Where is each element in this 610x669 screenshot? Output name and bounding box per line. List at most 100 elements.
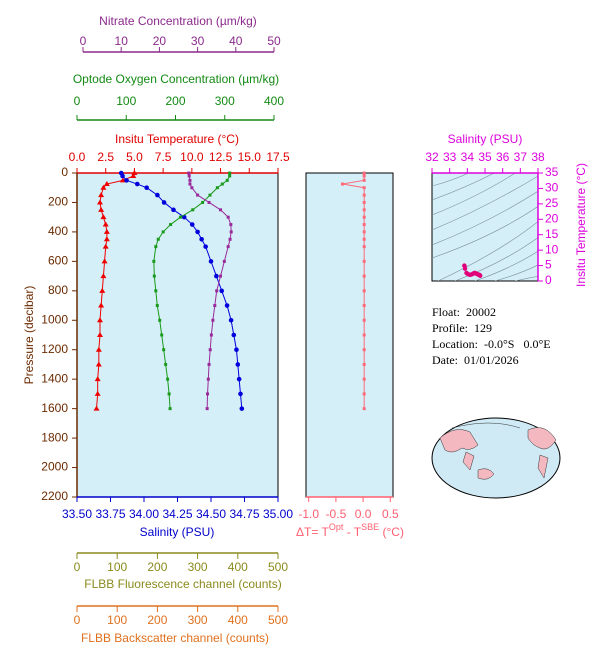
info-line: Float: 20002 [432, 305, 496, 319]
data-point [96, 199, 103, 205]
data-point [178, 215, 182, 219]
data-point [362, 230, 366, 234]
data-point [226, 215, 230, 219]
data-point [101, 258, 108, 264]
data-point [102, 221, 109, 227]
data-point [196, 193, 200, 197]
data-point [98, 206, 105, 212]
tick-label: 400 [228, 560, 248, 574]
data-point [199, 236, 204, 242]
tick-label: 33.75 [95, 507, 125, 521]
data-point [161, 200, 167, 205]
data-point [206, 392, 210, 396]
tick-label: 0 [61, 165, 68, 179]
tick-label: 33.50 [62, 507, 92, 521]
data-point [154, 289, 158, 293]
tick-label: 0 [74, 613, 81, 627]
data-point [362, 289, 366, 293]
data-point [208, 348, 212, 352]
data-point [169, 223, 173, 227]
tick-label: 17.5 [266, 150, 290, 164]
data-point [362, 377, 366, 381]
data-point [188, 182, 192, 186]
tick-label: 100 [107, 613, 127, 627]
tick-label: 100 [116, 94, 136, 108]
data-point [164, 362, 168, 366]
tick-label: 37 [514, 150, 528, 164]
tick-label: 400 [264, 94, 284, 108]
main-frame [76, 172, 279, 498]
tick-label: 200 [165, 94, 185, 108]
data-point [228, 317, 234, 323]
data-point [130, 172, 137, 178]
tick-label: 1200 [41, 342, 68, 356]
data-point [103, 236, 110, 242]
tick-label: 1400 [41, 371, 68, 385]
tick-label: 2000 [41, 460, 68, 474]
data-point [162, 348, 166, 352]
data-point [201, 200, 205, 204]
data-point [362, 171, 366, 175]
tick-label: 34 [461, 150, 475, 164]
tick-label: 10 [545, 242, 559, 256]
data-point [155, 192, 160, 198]
data-point [362, 215, 366, 219]
tick-label: 1000 [41, 312, 68, 326]
title-part: ΔT= T [296, 525, 329, 539]
data-point [103, 181, 110, 187]
data-point [207, 362, 211, 366]
data-point [208, 259, 214, 264]
data-point [209, 333, 213, 337]
data-point [188, 178, 192, 182]
data-point [239, 406, 245, 411]
data-point [235, 362, 241, 367]
tick-label: 35 [478, 150, 492, 164]
data-point [228, 237, 232, 241]
data-point [203, 244, 208, 249]
tick-label: 7.5 [155, 150, 172, 164]
data-point [154, 245, 158, 249]
data-point [100, 273, 107, 279]
tick-label: 5.0 [126, 150, 143, 164]
data-point [238, 391, 243, 397]
tick-label: 0.0 [69, 150, 86, 164]
data-point [215, 186, 219, 190]
info-line: Profile: 129 [432, 321, 492, 335]
data-point [228, 171, 232, 175]
tick-label: 34.25 [162, 507, 192, 521]
data-point [187, 174, 191, 178]
data-point [206, 377, 210, 381]
data-point [220, 182, 224, 186]
data-point [362, 178, 366, 182]
tick-label: 200 [48, 195, 68, 209]
float-info: Float: 20002 Profile: 129 Location: -0.0… [432, 305, 551, 367]
tick-label: 30 [191, 34, 205, 48]
info-line: Date: 01/01/2026 [432, 353, 519, 367]
data-point [362, 208, 366, 212]
data-point [195, 229, 200, 235]
data-point [229, 230, 233, 234]
tick-label: 34.50 [196, 507, 226, 521]
tick-label: -0.5 [326, 507, 347, 521]
data-point [219, 274, 223, 278]
data-point [225, 178, 229, 182]
tick-label: 5 [545, 258, 552, 272]
tick-label: 500 [268, 613, 288, 627]
axis-title: Pressure (decibar) [22, 286, 36, 385]
axis-title: ΔT= TOpt - TSBE (°C) [296, 522, 404, 539]
data-point [224, 303, 230, 308]
data-point [94, 376, 101, 382]
tick-label: 100 [107, 560, 127, 574]
axis-title: Insitu Temperature (°C) [115, 132, 239, 146]
data-point [103, 228, 110, 234]
data-point [362, 392, 366, 396]
data-point [102, 243, 109, 249]
tick-label: 300 [215, 94, 235, 108]
tick-label: 0 [74, 560, 81, 574]
data-point [362, 304, 366, 308]
data-point [167, 392, 171, 396]
data-point [98, 192, 105, 198]
axis-title: FLBB Fluorescence channel (counts) [84, 577, 281, 591]
data-point [362, 186, 366, 190]
data-point [340, 182, 344, 186]
